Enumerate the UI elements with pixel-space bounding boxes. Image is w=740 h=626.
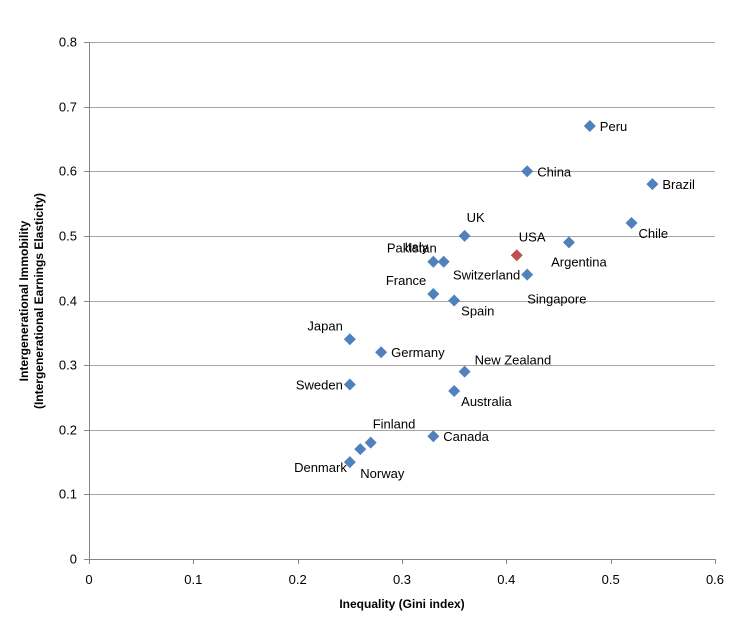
y-axis-title-line2: (Intergenerational Earnings Elasticity) — [32, 193, 46, 409]
point-japan — [343, 333, 356, 346]
point-germany — [375, 346, 388, 359]
point-peru — [583, 120, 596, 133]
label-china: China — [537, 164, 572, 179]
point-australia — [448, 384, 461, 397]
point-norway — [354, 443, 367, 456]
label-switzerland: Switzerland — [453, 268, 520, 283]
point-pakistan — [437, 255, 450, 268]
y-tick-label: 0.8 — [59, 35, 77, 50]
label-new-zealand: New Zealand — [475, 353, 552, 368]
y-tick-label: 0 — [70, 552, 77, 567]
point-france — [427, 288, 440, 301]
point-uk — [458, 229, 471, 242]
label-spain: Spain — [461, 304, 494, 319]
x-tick-label: 0.6 — [706, 572, 724, 587]
x-tick-label: 0.4 — [497, 572, 515, 587]
point-new-zealand — [458, 365, 471, 378]
x-tick-label: 0.1 — [184, 572, 202, 587]
point-canada — [427, 430, 440, 443]
point-china — [521, 165, 534, 178]
y-tick-label: 0.5 — [59, 229, 77, 244]
point-argentina — [562, 236, 575, 249]
x-tick-label: 0.3 — [393, 572, 411, 587]
axes — [84, 42, 716, 564]
y-tick-label: 0.2 — [59, 423, 77, 438]
x-tick-label: 0.5 — [602, 572, 620, 587]
data-points — [343, 120, 659, 469]
gridlines — [89, 42, 715, 495]
label-brazil: Brazil — [662, 177, 695, 192]
y-axis-title: Intergenerational Immobility (Intergener… — [17, 193, 46, 409]
label-italy: Italy — [404, 240, 428, 255]
y-tick-label: 0.6 — [59, 164, 77, 179]
label-denmark: Denmark — [294, 460, 347, 475]
label-argentina: Argentina — [551, 254, 607, 269]
y-axis-title-line1: Intergenerational Immobility — [17, 220, 31, 381]
point-spain — [448, 294, 461, 307]
label-france: France — [386, 273, 426, 288]
x-tick-label: 0 — [85, 572, 92, 587]
point-brazil — [646, 178, 659, 191]
y-tick-label: 0.7 — [59, 100, 77, 115]
point-finland — [364, 436, 377, 449]
label-peru: Peru — [600, 119, 627, 134]
point-chile — [625, 216, 638, 229]
y-tick-label: 0.3 — [59, 358, 77, 373]
label-finland: Finland — [373, 417, 416, 432]
label-pakistan: Pakistan — [387, 241, 437, 256]
label-australia: Australia — [461, 394, 512, 409]
label-canada: Canada — [443, 429, 489, 444]
label-norway: Norway — [360, 466, 405, 481]
label-sweden: Sweden — [296, 378, 343, 393]
point-usa — [510, 249, 523, 262]
point-switzerland — [521, 268, 534, 281]
label-germany: Germany — [391, 345, 445, 360]
x-axis-title: Inequality (Gini index) — [339, 597, 464, 611]
point-italy — [427, 255, 440, 268]
y-tick-label: 0.4 — [59, 294, 77, 309]
label-usa: USA — [519, 229, 546, 244]
label-uk: UK — [467, 210, 485, 225]
x-tick-label: 0.2 — [289, 572, 307, 587]
point-labels: Peru China Brazil Chile Italy UK USA Argentina P… — [294, 119, 695, 481]
label-chile: Chile — [639, 226, 669, 241]
y-tick-label: 0.1 — [59, 487, 77, 502]
label-singapore: Singapore — [527, 292, 586, 307]
tick-labels: 0 0.1 0.2 0.3 0.4 0.5 0.6 0.7 0.8 0 0.1 0.2 0.3 0.4 0.… — [59, 35, 724, 588]
label-japan: Japan — [307, 318, 342, 333]
point-sweden — [343, 378, 356, 391]
point-denmark — [343, 456, 356, 469]
